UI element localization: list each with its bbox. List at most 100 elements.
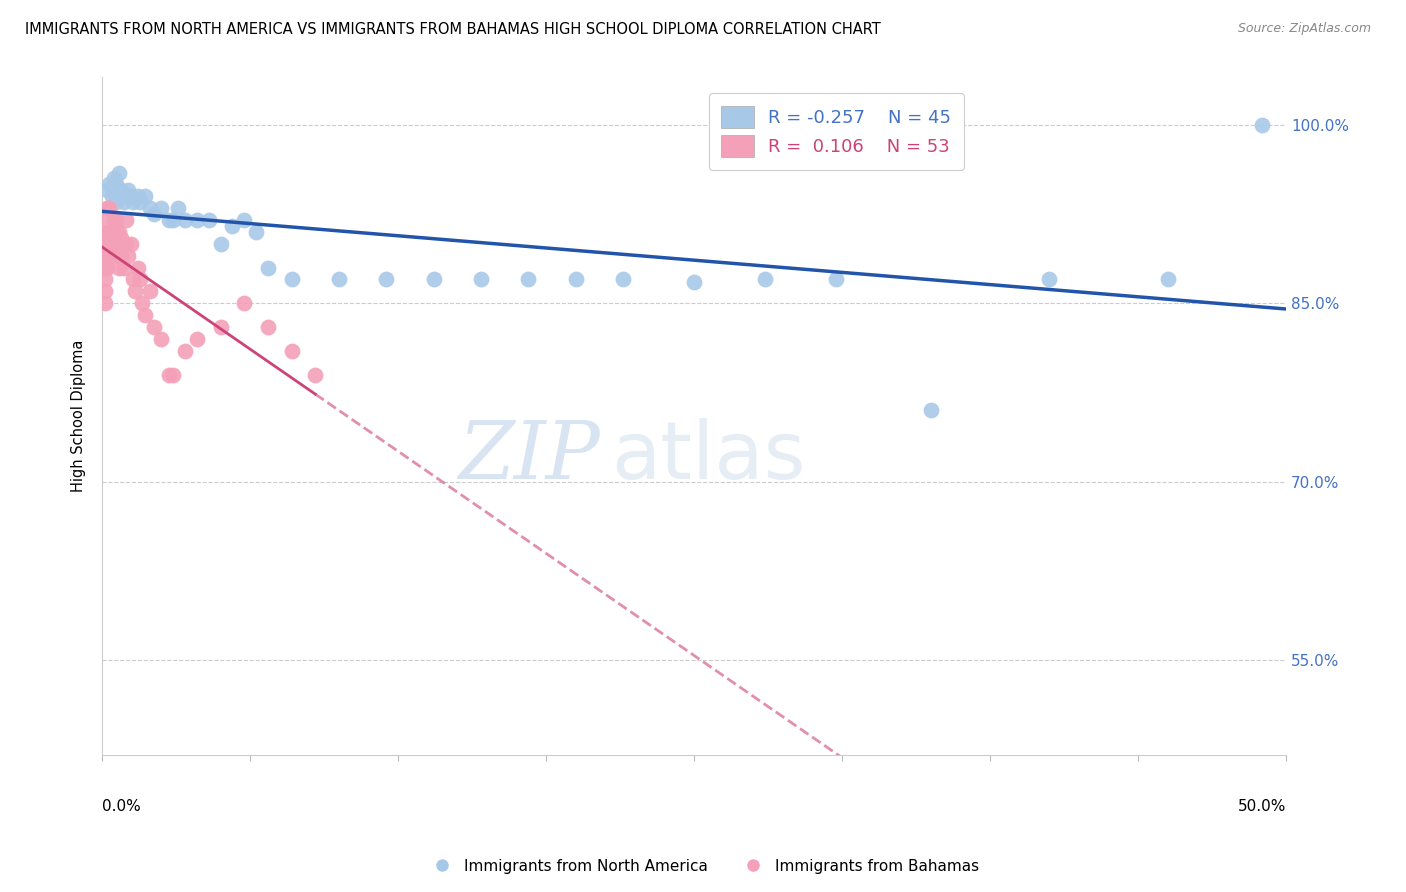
Point	[96, 249, 118, 263]
Point	[209, 236, 232, 251]
Legend: R = -0.257    N = 45, R =  0.106    N = 53: R = -0.257 N = 45, R = 0.106 N = 53	[709, 94, 963, 169]
Point	[124, 285, 146, 299]
Point	[167, 201, 190, 215]
Text: ZIP: ZIP	[457, 418, 599, 496]
Point	[110, 249, 132, 263]
Point	[280, 272, 302, 286]
Point	[98, 178, 121, 192]
Point	[375, 272, 398, 286]
Point	[98, 249, 121, 263]
Point	[197, 213, 219, 227]
Point	[150, 201, 173, 215]
Point	[105, 225, 128, 239]
Point	[328, 272, 350, 286]
Point	[105, 195, 128, 210]
Point	[112, 195, 135, 210]
Point	[112, 236, 135, 251]
Point	[470, 272, 492, 286]
Point	[100, 236, 122, 251]
Point	[257, 320, 280, 334]
Point	[100, 249, 122, 263]
Point	[103, 213, 125, 227]
Point	[920, 403, 942, 417]
Point	[162, 368, 184, 382]
Point	[825, 272, 848, 286]
Point	[186, 332, 208, 346]
Point	[129, 272, 152, 286]
Point	[754, 272, 776, 286]
Point	[162, 213, 184, 227]
Point	[174, 343, 197, 358]
Point	[304, 368, 326, 382]
Point	[110, 231, 132, 245]
Point	[93, 236, 115, 251]
Point	[120, 189, 142, 203]
Point	[157, 213, 180, 227]
Point	[117, 183, 139, 197]
Text: IMMIGRANTS FROM NORTH AMERICA VS IMMIGRANTS FROM BAHAMAS HIGH SCHOOL DIPLOMA COR: IMMIGRANTS FROM NORTH AMERICA VS IMMIGRA…	[25, 22, 882, 37]
Point	[105, 249, 128, 263]
Point	[112, 260, 135, 275]
Point	[96, 260, 118, 275]
Point	[96, 201, 118, 215]
Point	[186, 213, 208, 227]
Point	[612, 272, 634, 286]
Point	[115, 189, 138, 203]
Text: Source: ZipAtlas.com: Source: ZipAtlas.com	[1237, 22, 1371, 36]
Point	[122, 272, 145, 286]
Point	[143, 320, 166, 334]
Point	[110, 183, 132, 197]
Point	[134, 189, 156, 203]
Point	[105, 213, 128, 227]
Point	[127, 260, 149, 275]
Point	[1156, 272, 1178, 286]
Point	[221, 219, 243, 233]
Point	[517, 272, 540, 286]
Point	[683, 275, 706, 289]
Point	[107, 236, 129, 251]
Point	[93, 272, 115, 286]
Point	[138, 285, 160, 299]
Point	[257, 260, 280, 275]
Point	[93, 260, 115, 275]
Point	[245, 225, 267, 239]
Point	[98, 225, 121, 239]
Point	[100, 225, 122, 239]
Point	[233, 296, 256, 310]
Point	[129, 195, 152, 210]
Point	[115, 213, 138, 227]
Point	[280, 343, 302, 358]
Point	[105, 178, 128, 192]
Point	[564, 272, 586, 286]
Point	[233, 213, 256, 227]
Point	[174, 213, 197, 227]
Point	[96, 225, 118, 239]
Point	[120, 236, 142, 251]
Point	[103, 171, 125, 186]
Point	[93, 296, 115, 310]
Legend: Immigrants from North America, Immigrants from Bahamas: Immigrants from North America, Immigrant…	[420, 853, 986, 880]
Y-axis label: High School Diploma: High School Diploma	[72, 340, 86, 492]
Text: 0.0%: 0.0%	[103, 799, 141, 814]
Point	[107, 165, 129, 179]
Point	[127, 189, 149, 203]
Point	[107, 225, 129, 239]
Point	[150, 332, 173, 346]
Point	[422, 272, 444, 286]
Point	[96, 236, 118, 251]
Point	[138, 201, 160, 215]
Point	[100, 189, 122, 203]
Point	[122, 195, 145, 210]
Point	[134, 308, 156, 322]
Point	[115, 236, 138, 251]
Text: 50.0%: 50.0%	[1237, 799, 1286, 814]
Point	[96, 213, 118, 227]
Point	[98, 201, 121, 215]
Text: atlas: atlas	[612, 417, 806, 496]
Point	[107, 260, 129, 275]
Point	[103, 249, 125, 263]
Point	[157, 368, 180, 382]
Point	[209, 320, 232, 334]
Point	[117, 249, 139, 263]
Point	[131, 296, 153, 310]
